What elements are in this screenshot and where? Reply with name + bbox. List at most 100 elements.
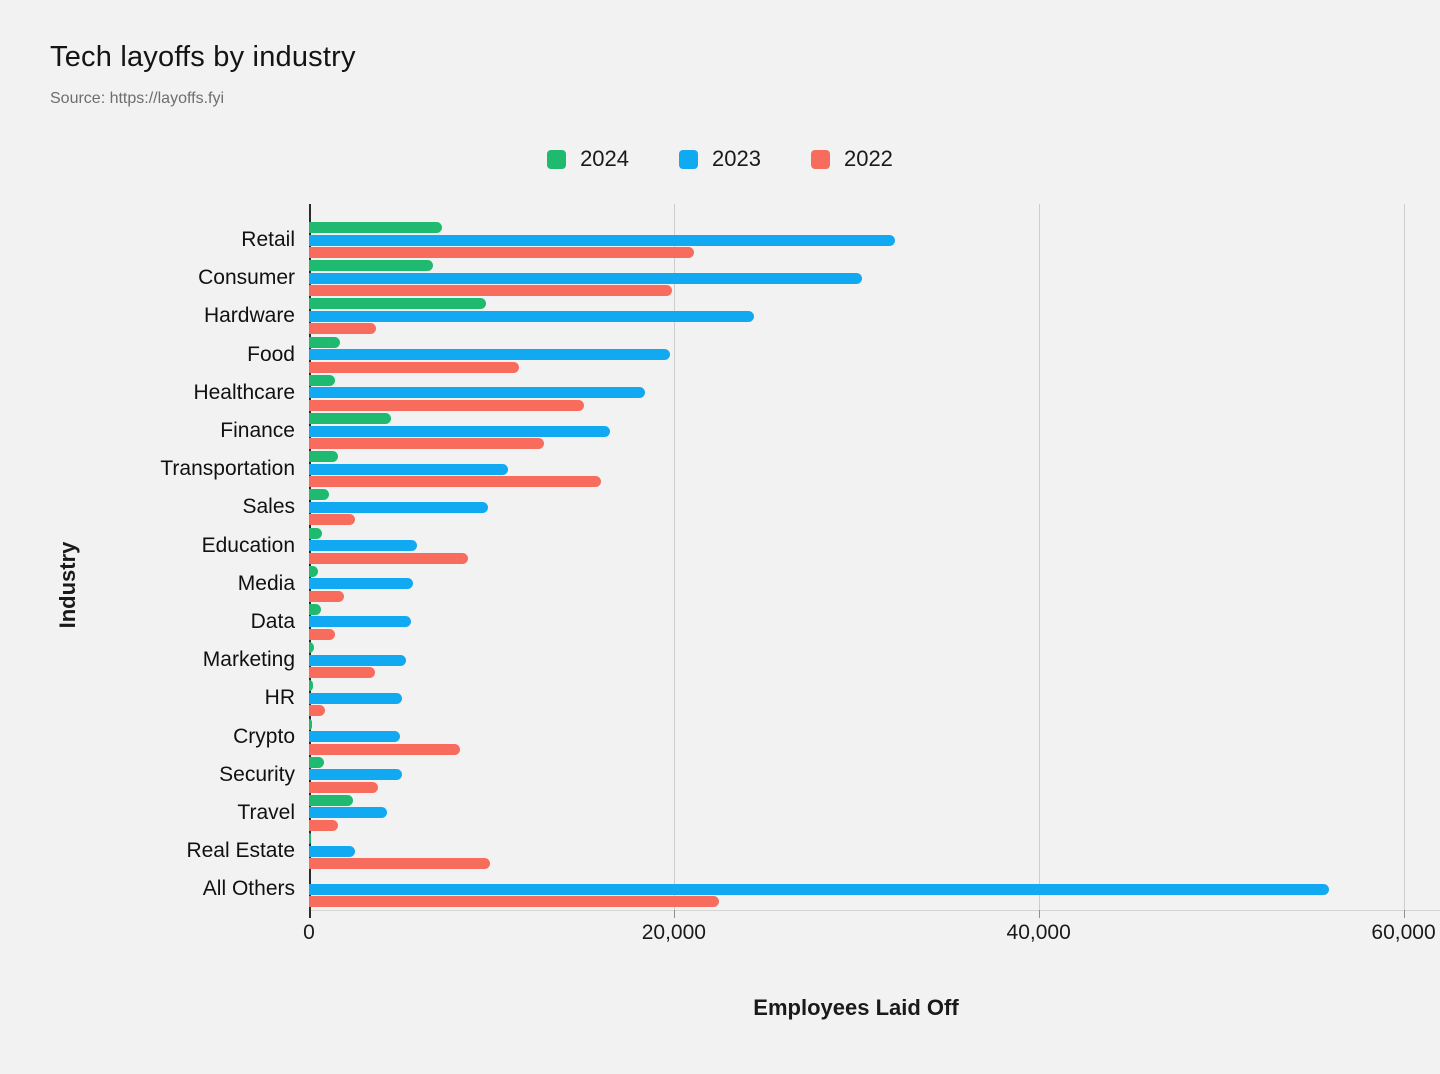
bar-2023 bbox=[309, 501, 488, 513]
category-label: Security bbox=[219, 762, 295, 786]
bar-2022 bbox=[309, 247, 694, 259]
bar-2023 bbox=[309, 845, 355, 857]
bar-2024 bbox=[309, 298, 486, 310]
y-axis-title: Industry bbox=[55, 541, 80, 629]
category-label: Travel bbox=[237, 800, 295, 824]
bar-group bbox=[309, 833, 1440, 870]
category-label: All Others bbox=[202, 877, 295, 901]
bar-2022 bbox=[309, 476, 601, 488]
bar-group bbox=[309, 336, 1440, 373]
bar-2023 bbox=[309, 310, 755, 322]
bar-2022 bbox=[309, 285, 672, 297]
bar-2024 bbox=[309, 642, 314, 654]
bar-2023 bbox=[309, 540, 417, 552]
category-label: Finance bbox=[220, 419, 295, 443]
chart-row: Hardware bbox=[0, 297, 1440, 335]
bar-2022 bbox=[309, 514, 355, 526]
bar-2024 bbox=[309, 222, 443, 234]
chart-source: Source: https://layoffs.fyi bbox=[50, 90, 225, 107]
gridline bbox=[673, 204, 675, 910]
x-tick-label: 0 bbox=[303, 921, 315, 944]
bar-2023 bbox=[309, 883, 1329, 895]
category-label: Education bbox=[201, 533, 295, 557]
bar-2023 bbox=[309, 425, 610, 437]
chart-row: Sales bbox=[0, 488, 1440, 526]
legend: 2024 2023 2022 bbox=[0, 146, 1440, 172]
chart-row: HR bbox=[0, 679, 1440, 717]
rows: Retail Consumer Hardware Food Healthcare Fina… bbox=[0, 221, 1440, 908]
x-tick-mark bbox=[1403, 910, 1405, 918]
category-label: Food bbox=[247, 342, 295, 366]
bar-2023 bbox=[309, 654, 406, 666]
bar-2024 bbox=[309, 260, 434, 272]
bar-group bbox=[309, 489, 1440, 526]
legend-item: 2022 bbox=[810, 146, 893, 172]
bar-group bbox=[309, 565, 1440, 602]
chart-row: Transportation bbox=[0, 450, 1440, 488]
bar-2023 bbox=[309, 769, 403, 781]
legend-swatch-2023 bbox=[679, 149, 699, 169]
chart-row: Food bbox=[0, 336, 1440, 374]
bar-2023 bbox=[309, 807, 388, 819]
chart-row: Security bbox=[0, 756, 1440, 794]
bar-group bbox=[309, 374, 1440, 411]
chart-row: Crypto bbox=[0, 717, 1440, 755]
chart-row: Travel bbox=[0, 794, 1440, 832]
chart-row: Education bbox=[0, 527, 1440, 565]
bar-2023 bbox=[309, 578, 413, 590]
legend-item: 2024 bbox=[547, 146, 629, 172]
bar-2024 bbox=[309, 680, 313, 692]
bar-2024 bbox=[309, 451, 339, 463]
x-tick-label: 40,000 bbox=[1006, 921, 1071, 944]
x-tick-labels: 0 20,000 40,000 60,000 bbox=[0, 921, 1440, 951]
bar-group bbox=[309, 451, 1440, 488]
bar-2022 bbox=[309, 399, 585, 411]
bar-group bbox=[309, 527, 1440, 564]
bar-2023 bbox=[309, 731, 401, 743]
bar-2023 bbox=[309, 272, 862, 284]
legend-label: 2023 bbox=[712, 146, 761, 171]
bar-2023 bbox=[309, 234, 895, 246]
bar-2022 bbox=[309, 819, 339, 831]
legend-item: 2023 bbox=[679, 146, 761, 172]
chart-row: All Others bbox=[0, 870, 1440, 908]
legend-swatch-2024 bbox=[547, 149, 567, 169]
x-tick-label: 60,000 bbox=[1371, 921, 1436, 944]
bar-2022 bbox=[309, 896, 720, 908]
category-label: Healthcare bbox=[193, 380, 295, 404]
chart-title: Tech layoffs by industry bbox=[50, 41, 356, 73]
legend-swatch-2022 bbox=[810, 149, 830, 169]
chart-row: Marketing bbox=[0, 641, 1440, 679]
bar-2023 bbox=[309, 463, 508, 475]
x-tick-mark bbox=[1038, 910, 1040, 918]
bar-group bbox=[309, 642, 1440, 679]
bar-2022 bbox=[309, 858, 490, 870]
bar-2023 bbox=[309, 692, 403, 704]
bar-2022 bbox=[309, 667, 375, 679]
chart-row: Consumer bbox=[0, 259, 1440, 297]
bar-group bbox=[309, 680, 1440, 717]
bar-2024 bbox=[309, 527, 322, 539]
bar-2024 bbox=[309, 413, 392, 425]
bar-2024 bbox=[309, 833, 311, 845]
gridline bbox=[1038, 204, 1040, 910]
category-label: Marketing bbox=[202, 648, 295, 672]
bar-group bbox=[309, 260, 1440, 297]
bar-2024 bbox=[309, 603, 321, 615]
chart-row: Data bbox=[0, 603, 1440, 641]
bar-2022 bbox=[309, 781, 379, 793]
category-label: Media bbox=[237, 571, 295, 595]
category-label: Data bbox=[250, 609, 295, 633]
legend-label: 2024 bbox=[580, 146, 630, 171]
legend-label: 2022 bbox=[843, 146, 893, 171]
bar-2023 bbox=[309, 616, 412, 628]
bar-2022 bbox=[309, 743, 461, 755]
category-label: Sales bbox=[242, 495, 295, 519]
bar-2023 bbox=[309, 387, 645, 399]
bar-2024 bbox=[309, 794, 353, 806]
x-tick-label: 20,000 bbox=[641, 921, 706, 944]
x-axis-line bbox=[309, 910, 1440, 911]
bar-group bbox=[309, 718, 1440, 755]
bar-2022 bbox=[309, 705, 325, 717]
category-label: Hardware bbox=[203, 304, 295, 328]
